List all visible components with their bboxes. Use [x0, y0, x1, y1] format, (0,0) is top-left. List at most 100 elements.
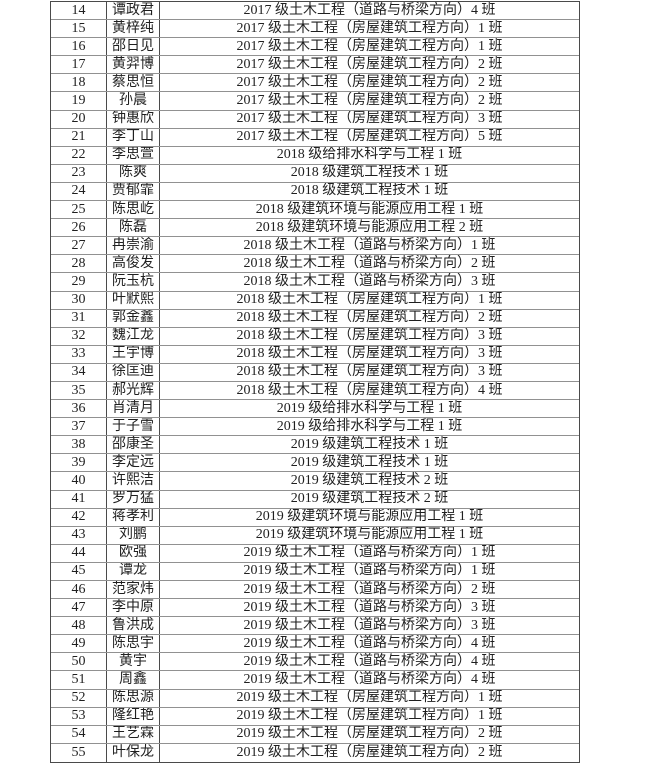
student-name-cell: 陈思宇 [107, 635, 160, 653]
table-row: 38 邵康圣 2019 级建筑工程技术 1 班 [51, 436, 579, 455]
row-number-cell: 14 [51, 2, 107, 20]
table-row: 41 罗万猛 2019 级建筑工程技术 2 班 [51, 490, 579, 509]
table-row: 42 蒋孝利 2019 级建筑环境与能源应用工程 1 班 [51, 508, 579, 527]
class-name-cell: 2018 级土木工程（道路与桥梁方向）1 班 [243, 237, 496, 253]
row-number-cell: 15 [51, 20, 107, 38]
class-name-cell: 2017 级土木工程（房屋建筑工程方向）2 班 [236, 56, 503, 72]
table-row: 34 徐匡迪 2018 级土木工程（房屋建筑工程方向）3 班 [51, 363, 579, 382]
row-number-cell: 39 [51, 454, 107, 472]
table-row: 40 许熙洁 2019 级建筑工程技术 2 班 [51, 472, 579, 491]
class-name-cell: 2019 级土木工程（房屋建筑工程方向）2 班 [236, 726, 503, 742]
student-name-cell: 叶保龙 [107, 743, 160, 762]
table-row: 23 陈爽 2018 级建筑工程技术 1 班 [51, 164, 579, 183]
row-number-cell: 17 [51, 56, 107, 74]
row-number-cell: 33 [51, 345, 107, 363]
student-name-cell: 谭政君 [107, 2, 160, 20]
row-number-cell: 18 [51, 74, 107, 92]
table-row: 33 王宇博 2018 级土木工程（房屋建筑工程方向）3 班 [51, 345, 579, 364]
table-row: 25 陈思屹 2018 级建筑环境与能源应用工程 1 班 [51, 201, 579, 220]
student-name-cell: 李定远 [107, 454, 160, 472]
student-class-table: 14 谭政君 2017 级土木工程（道路与桥梁方向）4 班 15 黄梓纯 2017 级土木… [50, 1, 580, 763]
class-name-cell: 2018 级土木工程（道路与桥梁方向）3 班 [243, 273, 496, 289]
table-row: 19 孙晨 2017 级土木工程（房屋建筑工程方向）2 班 [51, 92, 579, 111]
row-number-cell: 45 [51, 562, 107, 580]
student-name-cell: 黄宇 [107, 653, 160, 671]
student-name-cell: 陈磊 [107, 219, 160, 237]
class-name-cell: 2019 级建筑工程技术 2 班 [290, 472, 449, 488]
class-name-cell: 2019 级土木工程（道路与桥梁方向）3 班 [243, 599, 496, 615]
student-name-cell: 蔡思恒 [107, 74, 160, 92]
row-number-cell: 20 [51, 110, 107, 128]
row-number-cell: 30 [51, 291, 107, 309]
table-row: 55 叶保龙 2019 级土木工程（房屋建筑工程方向）2 班 [51, 743, 579, 762]
table-row: 21 李丁山 2017 级土木工程（房屋建筑工程方向）5 班 [51, 128, 579, 147]
student-name-cell: 陈思屹 [107, 201, 160, 219]
class-name-cell: 2018 级土木工程（房屋建筑工程方向）4 班 [236, 382, 503, 398]
student-name-cell: 范家炜 [107, 581, 160, 599]
class-name-cell: 2019 级建筑环境与能源应用工程 1 班 [255, 509, 484, 525]
student-name-cell: 李中原 [107, 599, 160, 617]
class-name-cell: 2017 级土木工程（道路与桥梁方向）4 班 [243, 2, 496, 18]
row-number-cell: 40 [51, 472, 107, 490]
table-row: 29 阮玉杭 2018 级土木工程（道路与桥梁方向）3 班 [51, 273, 579, 292]
class-name-cell: 2018 级建筑工程技术 1 班 [290, 165, 449, 181]
row-number-cell: 48 [51, 617, 107, 635]
table-row: 47 李中原 2019 级土木工程（道路与桥梁方向）3 班 [51, 599, 579, 618]
row-number-cell: 24 [51, 182, 107, 201]
table-row: 51 周鑫 2019 级土木工程（道路与桥梁方向）4 班 [51, 671, 579, 690]
table-row: 36 肖清月 2019 级给排水科学与工程 1 班 [51, 400, 579, 419]
class-name-cell: 2019 级给排水科学与工程 1 班 [276, 418, 463, 434]
class-name-cell: 2019 级土木工程（道路与桥梁方向）1 班 [243, 545, 496, 561]
student-name-cell: 徐匡迪 [107, 363, 160, 381]
student-name-cell: 罗万猛 [107, 490, 160, 508]
table-row: 43 刘鹏 2019 级建筑环境与能源应用工程 1 班 [51, 526, 579, 545]
class-name-cell: 2019 级给排水科学与工程 1 班 [276, 400, 463, 416]
class-name-cell: 2018 级土木工程（道路与桥梁方向）2 班 [243, 255, 496, 271]
row-number-cell: 38 [51, 436, 107, 454]
student-name-cell: 周鑫 [107, 671, 160, 689]
row-number-cell: 52 [51, 689, 107, 707]
row-number-cell: 37 [51, 418, 107, 436]
table-row: 48 鲁洪成 2019 级土木工程（道路与桥梁方向）3 班 [51, 617, 579, 636]
class-name-cell: 2018 级土木工程（房屋建筑工程方向）3 班 [236, 364, 503, 380]
student-name-cell: 陈爽 [107, 164, 160, 182]
table-row: 30 叶默熙 2018 级土木工程（房屋建筑工程方向）1 班 [51, 291, 579, 310]
student-name-cell: 黄羿博 [107, 56, 160, 74]
table-row: 46 范家炜 2019 级土木工程（道路与桥梁方向）2 班 [51, 581, 579, 600]
row-number-cell: 54 [51, 725, 107, 743]
row-number-cell: 22 [51, 146, 107, 164]
row-number-cell: 55 [51, 743, 107, 762]
class-name-cell: 2019 级土木工程（道路与桥梁方向）4 班 [243, 672, 496, 688]
table-row: 52 陈思源 2019 级土木工程（房屋建筑工程方向）1 班 [51, 689, 579, 708]
class-name-cell: 2019 级土木工程（道路与桥梁方向）4 班 [243, 635, 496, 651]
row-number-cell: 42 [51, 508, 107, 526]
student-name-cell: 肖清月 [107, 400, 160, 418]
row-number-cell: 49 [51, 635, 107, 653]
table-row: 32 魏江龙 2018 级土木工程（房屋建筑工程方向）3 班 [51, 327, 579, 346]
table-row: 53 隆红艳 2019 级土木工程（房屋建筑工程方向）1 班 [51, 707, 579, 726]
table-row: 22 李思萱 2018 级给排水科学与工程 1 班 [51, 146, 579, 165]
table-row: 14 谭政君 2017 级土木工程（道路与桥梁方向）4 班 [51, 2, 579, 21]
class-name-cell: 2019 级土木工程（道路与桥梁方向）4 班 [243, 653, 496, 669]
student-name-cell: 蒋孝利 [107, 508, 160, 526]
student-name-cell: 陈思源 [107, 689, 160, 707]
student-name-cell: 黄梓纯 [107, 20, 160, 38]
row-number-cell: 19 [51, 92, 107, 110]
row-number-cell: 21 [51, 128, 107, 146]
student-name-cell: 郭金鑫 [107, 309, 160, 327]
class-name-cell: 2019 级土木工程（道路与桥梁方向）3 班 [243, 617, 496, 633]
table-row: 39 李定远 2019 级建筑工程技术 1 班 [51, 454, 579, 473]
student-name-cell: 刘鹏 [107, 526, 160, 544]
row-number-cell: 41 [51, 490, 107, 508]
student-name-cell: 王宇博 [107, 345, 160, 363]
class-name-cell: 2018 级土木工程（房屋建筑工程方向）1 班 [236, 292, 503, 308]
table-row: 17 黄羿博 2017 级土木工程（房屋建筑工程方向）2 班 [51, 56, 579, 75]
row-number-cell: 16 [51, 38, 107, 56]
row-number-cell: 35 [51, 381, 107, 400]
class-name-cell: 2018 级建筑环境与能源应用工程 2 班 [255, 219, 484, 235]
class-name-cell: 2019 级土木工程（房屋建筑工程方向）2 班 [236, 744, 503, 760]
table-row: 50 黄宇 2019 级土木工程（道路与桥梁方向）4 班 [51, 653, 579, 672]
table-row: 44 欧强 2019 级土木工程（道路与桥梁方向）1 班 [51, 544, 579, 563]
student-name-cell: 钟惠欣 [107, 110, 160, 128]
